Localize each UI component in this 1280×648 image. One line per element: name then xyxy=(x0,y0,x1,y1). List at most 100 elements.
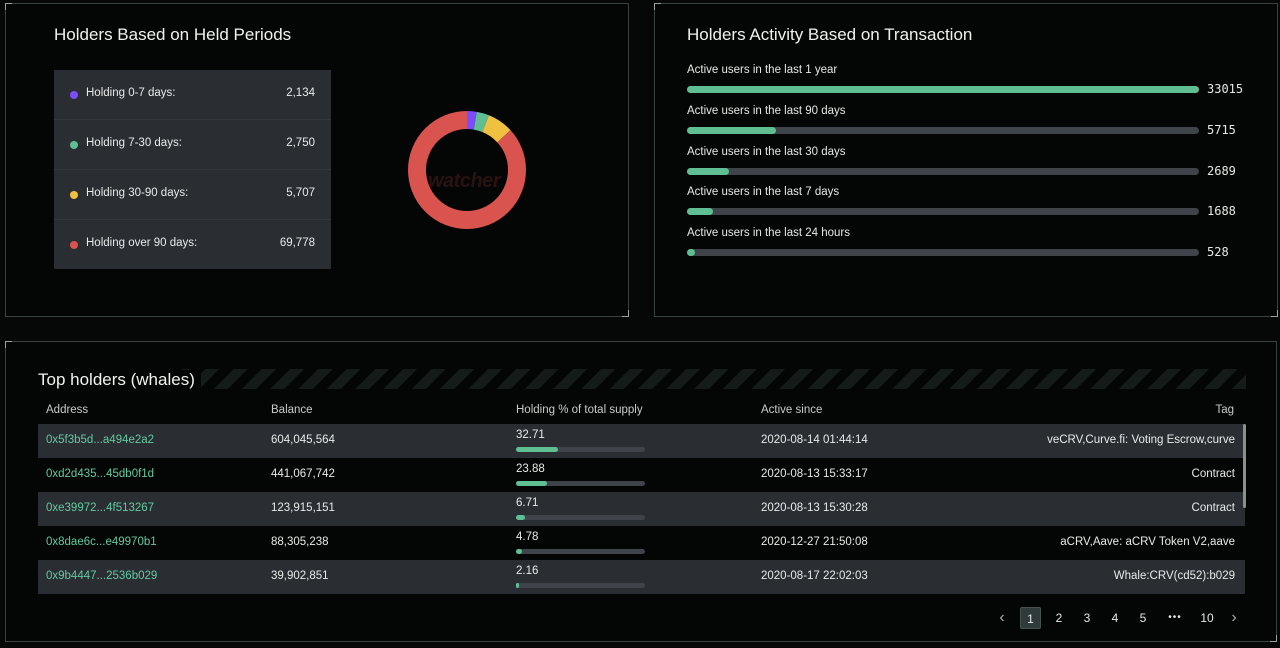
balance-cell: 441,067,742 xyxy=(271,468,335,480)
title-stripe-decoration xyxy=(182,369,1246,389)
page-button-1[interactable]: 1 xyxy=(1020,607,1041,629)
pct-cell: 2.16 xyxy=(516,565,539,577)
address-link[interactable]: 0xd2d435...45db0f1d xyxy=(46,468,155,480)
activity-bar-fill xyxy=(687,86,1199,93)
activity-bar-track xyxy=(687,208,1199,215)
held-periods-title: Holders Based on Held Periods xyxy=(54,25,292,44)
top-holders-panel: Top holders (whales) Address Balance Hol… xyxy=(5,341,1277,642)
legend-label: Holding over 90 days: xyxy=(86,237,198,249)
held-periods-donut-chart xyxy=(408,111,526,229)
activity-label: Active users in the last 30 days xyxy=(687,146,846,158)
legend-item: Holding over 90 days: 69,778 xyxy=(54,220,331,270)
pct-bar-fill xyxy=(516,515,525,520)
legend-label: Holding 0-7 days: xyxy=(86,87,176,99)
activity-label: Active users in the last 7 days xyxy=(687,186,840,198)
page-button-3[interactable]: 3 xyxy=(1083,611,1091,625)
page-button-2[interactable]: 2 xyxy=(1055,611,1063,625)
activity-row: Active users in the last 24 hours 528 xyxy=(687,227,1247,267)
legend-label: Holding 7-30 days: xyxy=(86,137,182,149)
page-button-5[interactable]: 5 xyxy=(1139,611,1147,625)
balance-cell: 604,045,564 xyxy=(271,434,335,446)
pct-cell: 32.71 xyxy=(516,429,545,441)
pct-bar-track xyxy=(516,583,645,588)
balance-cell: 39,902,851 xyxy=(271,570,329,582)
activity-bar-fill xyxy=(687,127,776,134)
column-header-tag[interactable]: Tag xyxy=(1215,404,1234,416)
address-link[interactable]: 0x8dae6c...e49970b1 xyxy=(46,536,157,548)
pagination-ellipsis[interactable]: ••• xyxy=(1168,612,1182,623)
table-row: 0x5f3b5d...a494e2a2 604,045,564 32.71 20… xyxy=(38,424,1245,458)
pct-bar-fill xyxy=(516,549,523,554)
pct-cell: 6.71 xyxy=(516,497,539,509)
activity-label: Active users in the last 24 hours xyxy=(687,227,850,239)
tag-cell: veCRV,Curve.fi: Voting Escrow,curve xyxy=(1047,434,1235,446)
tag-cell: aCRV,Aave: aCRV Token V2,aave xyxy=(1060,536,1235,548)
activity-bar-track xyxy=(687,168,1199,175)
legend-item: Holding 0-7 days: 2,134 xyxy=(54,70,331,120)
activity-row: Active users in the last 90 days 5715 xyxy=(687,105,1247,145)
column-header-pct[interactable]: Holding % of total supply xyxy=(516,404,643,416)
legend-value: 5,707 xyxy=(286,187,315,199)
watermark-logo: watcher xyxy=(428,170,501,192)
activity-row: Active users in the last 7 days 1688 xyxy=(687,186,1247,226)
prev-page-button[interactable]: ‹ xyxy=(999,609,1005,626)
activity-bar-track xyxy=(687,86,1199,93)
pct-bar-track xyxy=(516,549,645,554)
address-link[interactable]: 0xe39972...4f513267 xyxy=(46,502,155,514)
tag-cell: Whale:CRV(cd52):b029 xyxy=(1113,570,1235,582)
pct-cell: 23.88 xyxy=(516,463,545,475)
column-header-balance[interactable]: Balance xyxy=(271,404,313,416)
activity-value: 5715 xyxy=(1207,123,1236,137)
legend-dot xyxy=(70,141,78,149)
page-button-10[interactable]: 10 xyxy=(1200,611,1214,625)
held-periods-legend: Holding 0-7 days: 2,134 Holding 7-30 day… xyxy=(54,70,331,269)
pct-bar-track xyxy=(516,447,645,452)
activity-bar-fill xyxy=(687,168,729,175)
legend-item: Holding 7-30 days: 2,750 xyxy=(54,120,331,170)
activity-label: Active users in the last 1 year xyxy=(687,64,838,76)
activity-bar-fill xyxy=(687,249,696,256)
legend-value: 69,778 xyxy=(279,237,315,249)
address-link[interactable]: 0x9b4447...2536b029 xyxy=(46,570,158,582)
pct-bar-track xyxy=(516,515,645,520)
activity-row: Active users in the last 1 year 33015 xyxy=(687,64,1247,104)
legend-value: 2,750 xyxy=(286,137,315,149)
column-header-address[interactable]: Address xyxy=(46,404,89,416)
since-cell: 2020-08-13 15:30:28 xyxy=(761,502,868,514)
activity-bar-fill xyxy=(687,208,714,215)
legend-dot xyxy=(70,191,78,199)
activity-value: 1688 xyxy=(1207,204,1236,218)
top-holders-title: Top holders (whales) xyxy=(38,370,201,390)
since-cell: 2020-12-27 21:50:08 xyxy=(761,536,868,548)
pct-bar-fill xyxy=(516,583,520,588)
next-page-button[interactable]: › xyxy=(1231,609,1237,626)
pct-bar-fill xyxy=(516,447,559,452)
balance-cell: 88,305,238 xyxy=(271,536,329,548)
activity-value: 33015 xyxy=(1207,82,1244,96)
table-row: 0xe39972...4f513267 123,915,151 6.71 202… xyxy=(38,492,1245,526)
activity-value: 2689 xyxy=(1207,164,1236,178)
activity-bar-track xyxy=(687,249,1199,256)
donut-slice-3[interactable] xyxy=(408,111,526,229)
page-button-4[interactable]: 4 xyxy=(1111,611,1119,625)
table-row: 0x8dae6c...e49970b1 88,305,238 4.78 2020… xyxy=(38,526,1245,560)
since-cell: 2020-08-14 01:44:14 xyxy=(761,434,868,446)
tag-cell: Contract xyxy=(1191,468,1235,480)
activity-label: Active users in the last 90 days xyxy=(687,105,846,117)
activity-bar-track xyxy=(687,127,1199,134)
held-periods-panel: Holders Based on Held Periods Holding 0-… xyxy=(5,3,629,317)
balance-cell: 123,915,151 xyxy=(271,502,335,514)
pct-bar-fill xyxy=(516,481,547,486)
address-link[interactable]: 0x5f3b5d...a494e2a2 xyxy=(46,434,155,446)
legend-dot xyxy=(70,91,78,99)
legend-label: Holding 30-90 days: xyxy=(86,187,189,199)
holders-activity-title: Holders Activity Based on Transaction xyxy=(687,25,973,44)
legend-value: 2,134 xyxy=(286,87,315,99)
tag-cell: Contract xyxy=(1191,502,1235,514)
since-cell: 2020-08-17 22:02:03 xyxy=(761,570,868,582)
legend-dot xyxy=(70,241,78,249)
column-header-since[interactable]: Active since xyxy=(761,404,823,416)
pct-bar-track xyxy=(516,481,645,486)
table-scrollbar[interactable] xyxy=(1243,424,1246,508)
activity-value: 528 xyxy=(1207,245,1229,259)
